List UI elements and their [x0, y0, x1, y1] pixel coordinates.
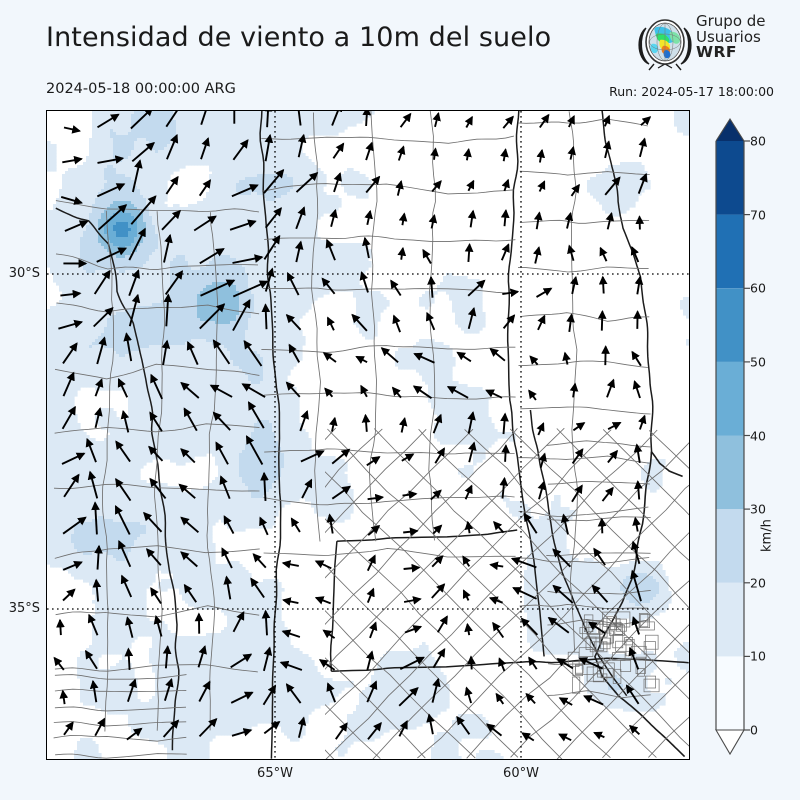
- colorbar-tick-20: 20: [750, 575, 766, 590]
- wrf-user-group-logo: Grupo de Usuarios WRF: [636, 12, 790, 74]
- logo-line-2: Usuarios: [696, 29, 766, 46]
- colorbar-tick-40: 40: [750, 428, 766, 443]
- colorbar-tick-30: 30: [750, 502, 766, 517]
- page-title: Intensidad de viento a 10m del suelo: [46, 22, 551, 53]
- colorbar-swatches: [715, 117, 750, 756]
- wind-arrows-layer: [53, 111, 652, 742]
- valid-time-label: 2024-05-18 00:00:00 ARG: [46, 81, 236, 97]
- colorbar-tick-80: 80: [750, 134, 766, 149]
- latlon-gridlines-layer: [47, 111, 689, 759]
- wrf-globe-emblem: [638, 19, 692, 71]
- x-tick-label-60w: 60°W: [491, 766, 551, 781]
- colorbar-tick-50: 50: [750, 354, 766, 369]
- logo-text-block: Grupo de Usuarios WRF: [696, 13, 766, 61]
- wind-field-plot: [47, 111, 689, 759]
- y-tick-label-30s: 30°S: [0, 266, 40, 281]
- colorbar-tick-60: 60: [750, 281, 766, 296]
- map-canvas[interactable]: [46, 110, 690, 760]
- colorbar-tick-10: 10: [750, 649, 766, 664]
- logo-line-1: Grupo de: [696, 13, 766, 30]
- colorbar-tick-70: 70: [750, 207, 766, 222]
- run-time-label: Run: 2024-05-17 18:00:00: [609, 84, 774, 99]
- logo-line-wrf: WRF: [696, 44, 766, 61]
- colorbar[interactable]: km/h 0 10 20 30 40 50 60 70 80: [710, 112, 796, 772]
- colorbar-tick-0: 0: [750, 723, 758, 738]
- x-tick-label-65w: 65°W: [245, 766, 305, 781]
- y-tick-label-35s: 35°S: [0, 601, 40, 616]
- colorbar-unit-label: km/h: [760, 519, 775, 552]
